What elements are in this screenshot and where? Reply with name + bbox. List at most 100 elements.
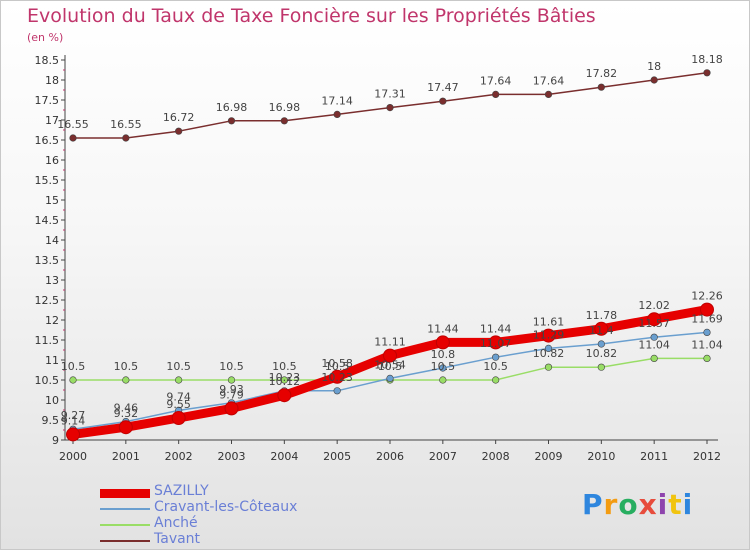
data-label: 16.98 bbox=[216, 101, 248, 114]
y-tick-label: 11.5 bbox=[35, 334, 60, 347]
x-tick-label: 2004 bbox=[270, 450, 298, 463]
data-label: 10.8 bbox=[431, 348, 456, 361]
data-label: 11.04 bbox=[691, 338, 723, 351]
data-label: 17.64 bbox=[480, 74, 512, 87]
data-label: 11.61 bbox=[533, 316, 565, 329]
data-point bbox=[544, 90, 553, 98]
data-label: 10.54 bbox=[374, 358, 406, 371]
data-label: 10.23 bbox=[269, 371, 301, 384]
data-label: 9.79 bbox=[219, 388, 244, 401]
legend-swatch bbox=[100, 524, 150, 526]
data-point bbox=[171, 411, 186, 425]
data-point bbox=[277, 388, 292, 403]
data-label: 10.5 bbox=[431, 360, 456, 373]
data-label: 12.02 bbox=[638, 299, 670, 312]
logo-letter: i bbox=[657, 488, 669, 521]
data-label: 10.5 bbox=[61, 360, 86, 373]
data-label: 9.32 bbox=[114, 407, 139, 420]
data-label: 11.57 bbox=[638, 317, 670, 330]
x-tick-label: 2011 bbox=[640, 450, 668, 463]
data-label: 18 bbox=[647, 60, 661, 73]
chart-title: Evolution du Taux de Taxe Foncière sur l… bbox=[27, 5, 596, 27]
data-label: 10.5 bbox=[272, 360, 297, 373]
data-label: 11.07 bbox=[480, 337, 512, 350]
y-tick-label: 15.5 bbox=[35, 174, 60, 187]
data-point bbox=[597, 83, 605, 91]
data-point bbox=[122, 376, 130, 384]
y-tick-label: 16 bbox=[45, 154, 59, 167]
y-tick-label: 16.5 bbox=[35, 134, 60, 147]
data-label: 9.14 bbox=[61, 414, 86, 427]
data-label: 9.93 bbox=[219, 383, 244, 396]
data-point bbox=[122, 134, 130, 142]
data-point bbox=[492, 353, 500, 361]
data-label: 17.47 bbox=[427, 81, 459, 94]
data-point bbox=[66, 427, 80, 442]
data-label: 11.11 bbox=[374, 336, 406, 349]
legend-swatch bbox=[100, 488, 150, 498]
data-label: 11.78 bbox=[586, 309, 618, 322]
y-tick-label: 15 bbox=[45, 194, 59, 207]
data-label: 10.12 bbox=[269, 375, 301, 388]
x-tick-label: 2005 bbox=[323, 450, 351, 463]
y-tick-label: 14 bbox=[45, 234, 59, 247]
y-tick-label: 14.5 bbox=[35, 214, 60, 227]
y-tick-label: 17 bbox=[45, 114, 59, 127]
data-point bbox=[224, 401, 239, 416]
data-label: 16.55 bbox=[110, 118, 142, 131]
data-point bbox=[544, 363, 553, 371]
x-tick-label: 2000 bbox=[59, 450, 87, 463]
logo-letter: o bbox=[618, 488, 639, 521]
y-tick-label: 12 bbox=[45, 314, 59, 327]
data-point bbox=[383, 348, 397, 363]
data-point bbox=[492, 90, 500, 98]
data-point bbox=[69, 134, 77, 142]
data-label: 16.55 bbox=[57, 118, 89, 131]
data-label: 17.31 bbox=[374, 88, 406, 101]
logo-letter: r bbox=[603, 488, 619, 521]
data-label: 10.5 bbox=[483, 360, 508, 373]
data-point bbox=[118, 420, 133, 435]
data-label: 11.04 bbox=[638, 338, 670, 351]
data-label: 10.58 bbox=[321, 357, 353, 370]
x-tick-label: 2006 bbox=[376, 450, 404, 463]
y-tick-label: 12.5 bbox=[35, 294, 60, 307]
data-label: 10.5 bbox=[166, 360, 191, 373]
data-point bbox=[703, 354, 711, 363]
data-label: 12.26 bbox=[691, 290, 723, 303]
data-point bbox=[439, 376, 447, 384]
data-point bbox=[700, 302, 714, 317]
data-point bbox=[541, 328, 556, 343]
data-label: 10.5 bbox=[114, 360, 139, 373]
data-label: 9.55 bbox=[166, 398, 191, 411]
data-point bbox=[280, 376, 288, 384]
y-tick-label: 18 bbox=[45, 74, 59, 87]
data-label: 9.27 bbox=[61, 409, 86, 422]
y-tick-label: 13 bbox=[45, 274, 59, 287]
data-point bbox=[594, 321, 609, 336]
data-point bbox=[175, 127, 183, 135]
data-point bbox=[330, 369, 345, 384]
data-point bbox=[439, 97, 447, 105]
data-point bbox=[703, 69, 711, 77]
proxiti-logo: Proxiti bbox=[582, 488, 693, 521]
x-tick-label: 2002 bbox=[165, 450, 193, 463]
data-label: 17.14 bbox=[321, 94, 353, 107]
data-label: 11.44 bbox=[427, 322, 459, 335]
data-point bbox=[333, 387, 341, 395]
logo-letter: t bbox=[668, 488, 683, 521]
y-axis-unit: (en %) bbox=[27, 31, 64, 44]
data-label: 10.5 bbox=[378, 360, 403, 373]
data-label: 11.4 bbox=[589, 324, 614, 337]
data-label: 11.44 bbox=[480, 322, 512, 335]
y-tick-label: 11 bbox=[45, 354, 59, 367]
y-tick-label: 10 bbox=[45, 394, 59, 407]
y-tick-label: 17.5 bbox=[35, 94, 60, 107]
data-label: 17.82 bbox=[586, 67, 618, 80]
data-point bbox=[597, 363, 605, 371]
logo-letter: x bbox=[638, 488, 658, 521]
data-point bbox=[650, 76, 658, 84]
data-point bbox=[597, 340, 605, 348]
data-label: 16.72 bbox=[163, 111, 195, 124]
